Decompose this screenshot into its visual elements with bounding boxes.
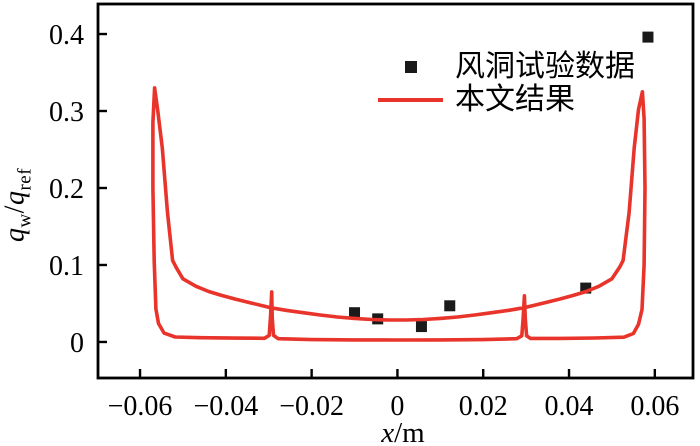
x-axis-tick-label: −0.02 [279, 391, 344, 422]
legend-line-marker-icon [378, 97, 443, 102]
legend-item-result: 本文结果 [378, 83, 635, 116]
data-point [415, 321, 427, 333]
legend-item-experiment: 风洞试验数据 [378, 50, 635, 83]
y-axis-label-q2: q [0, 190, 31, 206]
y-axis-tick-label: 0.2 [49, 174, 84, 205]
plot-frame [96, 2, 695, 380]
result-curve [151, 86, 647, 342]
y-axis-label: qw/qref [0, 168, 36, 242]
data-point [580, 282, 592, 294]
legend-label-experiment: 风洞试验数据 [455, 50, 635, 83]
data-point [349, 307, 361, 319]
x-axis-tick-label: −0.04 [193, 391, 258, 422]
x-axis-tick-label: −0.06 [108, 391, 173, 422]
legend-marker-cell [378, 50, 443, 83]
y-axis-tick-label: 0.1 [49, 251, 84, 282]
y-axis-tick-label: 0.3 [49, 97, 84, 128]
y-axis-tick-label: 0 [70, 328, 84, 359]
x-axis-label-unit: /m [394, 417, 425, 446]
y-axis-label-slash: / [0, 205, 31, 214]
x-axis-tick-label: 0.06 [630, 391, 679, 422]
y-axis-label-sub-w: w [14, 213, 36, 228]
data-point [444, 300, 456, 312]
y-axis-label-sub-ref: ref [14, 167, 36, 191]
legend-square-marker-icon [404, 60, 417, 73]
x-axis-tick-label: 0.04 [545, 391, 594, 422]
data-point [642, 31, 654, 43]
legend-label-result: 本文结果 [455, 83, 575, 116]
x-axis-label-var: x [381, 417, 395, 446]
legend: 风洞试验数据 本文结果 [378, 50, 635, 116]
x-axis-tick-label: 0.02 [459, 391, 508, 422]
legend-marker-cell [378, 83, 443, 116]
x-axis-tick-label: 0 [390, 391, 404, 422]
y-axis-label-q1: q [0, 227, 31, 243]
y-axis-tick-label: 0.4 [49, 20, 84, 51]
x-axis-label: x/m [381, 417, 425, 446]
